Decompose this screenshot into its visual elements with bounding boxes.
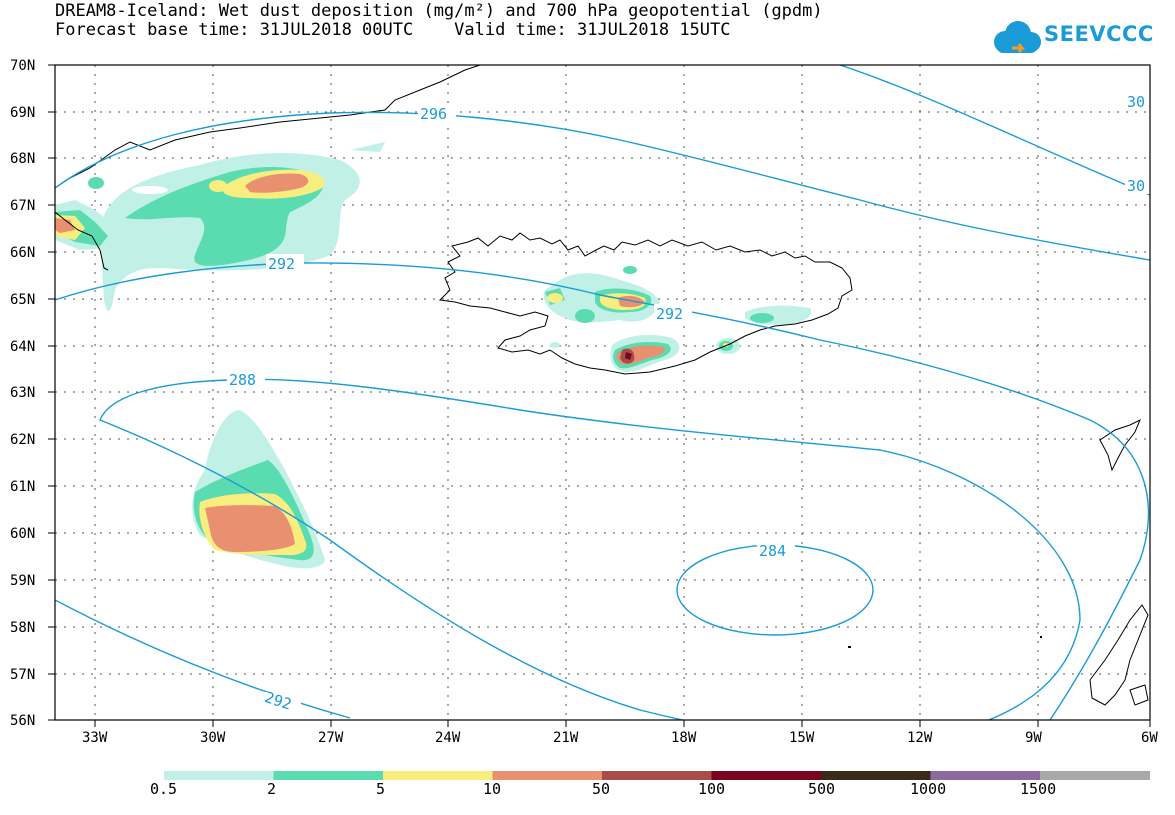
legend-swatch — [1040, 771, 1150, 780]
contour-label-296: 296 — [420, 105, 447, 123]
legend-swatch — [164, 771, 274, 780]
legend-label: 0.5 — [150, 780, 178, 798]
legend-swatch — [711, 771, 822, 780]
legend-label: 50 — [592, 780, 611, 798]
lat-label: 70N — [10, 58, 35, 74]
lat-label: 66N — [10, 245, 35, 261]
latitude-labels: 70N 69N 68N 67N 66N 65N 64N 63N 62N 61N … — [10, 58, 35, 729]
small-islands — [848, 636, 1042, 648]
dust-greenland — [55, 142, 385, 311]
contour-label-284: 284 — [759, 542, 786, 560]
lat-label: 57N — [10, 667, 35, 683]
cloud-icon — [994, 21, 1041, 53]
axis-ticks — [48, 64, 1151, 727]
longitude-labels: 33W 30W 27W 24W 21W 18W 15W 12W 9W 6W — [82, 730, 1158, 746]
contour-label-292-west: 292 — [268, 255, 295, 273]
legend-swatch — [930, 771, 1041, 780]
lat-label: 56N — [10, 713, 35, 729]
contour-label-288: 288 — [229, 371, 256, 389]
lat-label: 62N — [10, 432, 35, 448]
dust-southwest-plume — [192, 410, 325, 569]
lat-label: 58N — [10, 620, 35, 636]
legend-swatch — [602, 771, 712, 780]
lat-label: 69N — [10, 105, 35, 121]
legend-label: 2 — [267, 780, 277, 798]
lon-label: 6W — [1141, 730, 1158, 746]
lon-label: 12W — [907, 730, 933, 746]
forecast-times: Forecast base time: 31JUL2018 00UTC Vali… — [55, 20, 731, 40]
legend-label: 1000 — [910, 780, 947, 798]
lon-label: 30W — [200, 730, 226, 746]
lat-label: 63N — [10, 385, 35, 401]
lon-label: 21W — [553, 730, 579, 746]
legend-swatch — [492, 771, 603, 780]
legend-label: 100 — [698, 780, 726, 798]
legend-label: 10 — [483, 780, 502, 798]
legend-swatch — [383, 771, 493, 780]
contour-label-300-east: 30 — [1127, 177, 1145, 195]
legend-swatch — [821, 771, 931, 780]
coastlines — [55, 65, 1149, 706]
lat-label: 65N — [10, 292, 35, 308]
lat-label: 68N — [10, 151, 35, 167]
lat-label: 67N — [10, 198, 35, 214]
contour-label-300-north: 30 — [1127, 93, 1145, 111]
logo-text: SEEVCCC — [1044, 22, 1154, 46]
legend-label: 1500 — [1020, 780, 1057, 798]
lat-label: 61N — [10, 479, 35, 495]
legend-label: 5 — [376, 780, 386, 798]
lon-label: 9W — [1025, 730, 1042, 746]
lon-label: 27W — [318, 730, 344, 746]
lon-label: 18W — [671, 730, 697, 746]
lon-label: 15W — [789, 730, 815, 746]
legend-label: 500 — [808, 780, 836, 798]
legend-colorbar — [164, 771, 1150, 780]
lat-label: 64N — [10, 339, 35, 355]
lon-label: 24W — [435, 730, 461, 746]
lon-label: 33W — [82, 730, 108, 746]
contour-label-292-iceland: 292 — [656, 305, 683, 323]
lat-label: 60N — [10, 526, 35, 542]
lat-label: 59N — [10, 573, 35, 589]
map-title: DREAM8-Iceland: Wet dust deposition (mg/… — [55, 1, 823, 21]
legend-swatch — [273, 771, 384, 780]
contour-labels: 296 292 292 288 284 292 30 30 — [227, 92, 1150, 714]
